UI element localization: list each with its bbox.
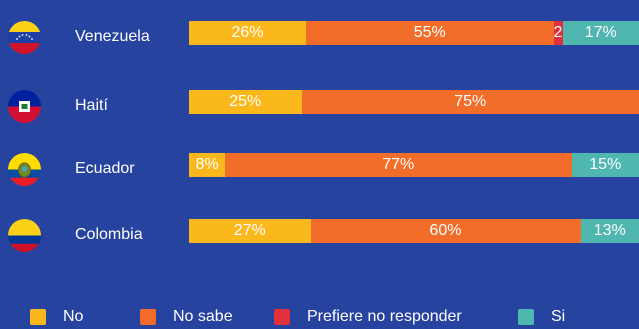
bar-segment-venezuela-si: 17% [562,21,639,45]
bar-segment-colombia-si: 13% [580,219,639,243]
bar-segment-ecuador-si: 15% [571,153,639,177]
legend-label-si: Si [551,308,566,325]
legend-swatch-no [30,309,46,325]
bar-segment-haiti-no-sabe: 75% [301,90,639,114]
ecuador-flag-icon [8,153,41,186]
country-label-ecuador: Ecuador [75,160,135,177]
colombia-flag-icon [8,219,41,252]
bar-colombia: 27% 60% 13% [189,219,639,243]
bar-segment-colombia-no: 27% [189,219,311,243]
chart-row-venezuela: Venezuela 26%55%2%17% [0,19,639,65]
haiti-flag-icon [8,90,41,123]
country-label-haiti: Haití [75,97,108,114]
bar-segment-ecuador-no-sabe: 77% [225,153,572,177]
bar-segment-colombia-no-sabe: 60% [310,219,581,243]
bar-segment-venezuela-no: 26% [189,21,306,45]
venezuela-flag-icon [8,21,41,54]
bar-segment-venezuela-no-sabe: 55% [306,21,554,45]
bar-ecuador: 8% 77% 15% [189,153,639,177]
legend-swatch-prefiere-no-responder [274,309,290,325]
chart-row-ecuador: Ecuador 8% 77% 15% [0,151,639,197]
bar-segment-venezuela-prefiere-no-responder: 2% [553,21,577,45]
legend-label-no: No [63,308,84,325]
legend-label-prefiere-no-responder: Prefiere no responder [307,308,462,325]
country-label-colombia: Colombia [75,226,143,243]
bar-segment-haiti-no: 25% [189,90,302,114]
bar-venezuela: 26%55%2%17% [189,21,639,45]
country-label-venezuela: Venezuela [75,28,150,45]
bar-haiti: 25% 75% [189,90,639,114]
legend-swatch-si [518,309,534,325]
chart-row-haiti: Haití 25% 75% [0,88,639,134]
legend-label-no-sabe: No sabe [173,308,233,325]
legend-swatch-no-sabe [140,309,156,325]
bar-segment-ecuador-no: 8% [189,153,225,177]
chart-row-colombia: Colombia 27% 60% 13% [0,217,639,263]
